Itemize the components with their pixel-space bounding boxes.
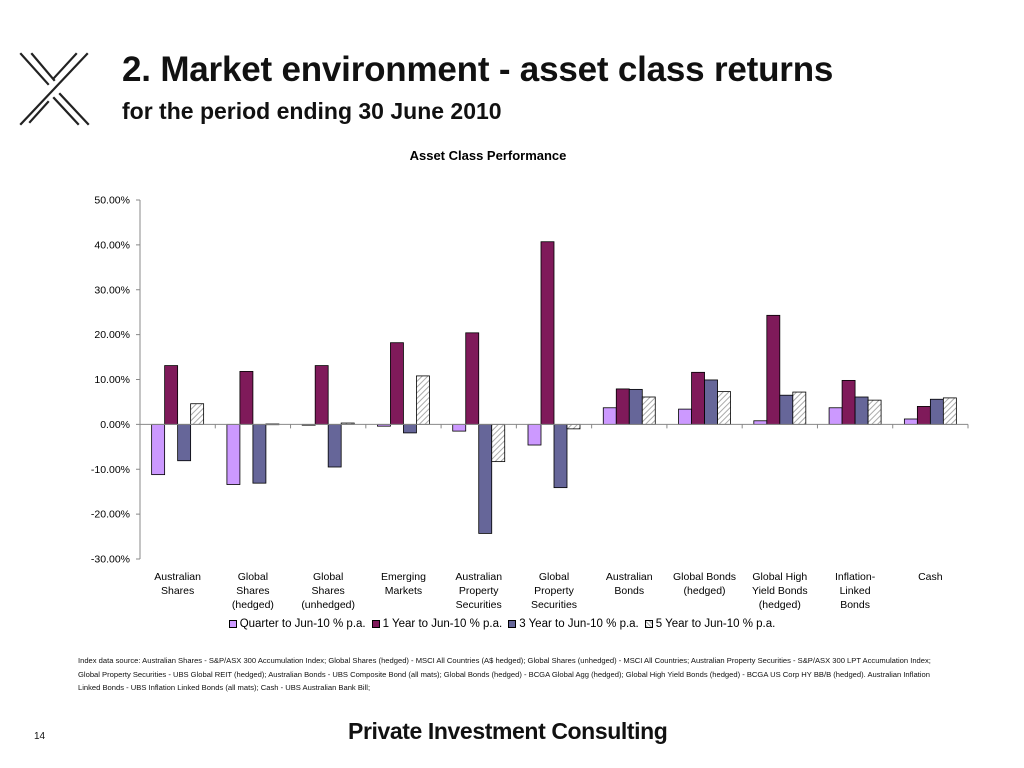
x-tick-label: Australian Shares	[154, 571, 201, 597]
x-tick-label: Emerging Markets	[380, 571, 426, 597]
x-tick-label: Inflation- Linked Bonds	[834, 571, 876, 611]
bar	[478, 423, 493, 534]
x-logo-icon	[19, 52, 90, 126]
x-tick-label: Global Bonds (hedged)	[673, 571, 737, 597]
legend-label: Quarter to Jun-10 % p.a.	[239, 618, 366, 630]
bar	[452, 423, 467, 432]
bar	[766, 314, 781, 425]
x-tick-label: Global Property Securities	[530, 571, 578, 611]
bar	[704, 379, 718, 425]
y-tick-label: -30.00%	[91, 554, 130, 566]
chart-legend: Quarter to Jun-10 % p.a. 1 Year to Jun-10…	[0, 618, 1004, 630]
bar	[314, 365, 329, 425]
legend-label: 3 Year to Jun-10 % p.a.	[519, 618, 639, 630]
bar	[841, 379, 856, 425]
x-tick-label: Global Shares (hedged)	[231, 571, 274, 611]
bar	[226, 423, 241, 485]
bar	[615, 388, 630, 425]
y-tick-label: 0.00%	[100, 419, 130, 431]
legend-swatch	[644, 620, 653, 628]
bar	[929, 398, 944, 425]
bar	[916, 406, 931, 425]
bar	[942, 397, 957, 425]
y-tick-label: -10.00%	[91, 464, 130, 476]
legend-swatch	[228, 620, 237, 628]
y-tick-label: 20.00%	[94, 329, 130, 341]
bar	[390, 342, 404, 425]
bar	[628, 388, 643, 425]
bar	[465, 332, 480, 425]
page-subtitle: for the period ending 30 June 2010	[122, 98, 502, 124]
bar	[239, 371, 254, 425]
bar	[717, 391, 731, 425]
x-tick-label: Cash	[918, 571, 943, 583]
bar	[602, 407, 617, 425]
bar	[867, 399, 882, 425]
bar	[779, 394, 794, 425]
bar	[190, 403, 205, 425]
bar	[691, 371, 705, 425]
bar	[854, 396, 869, 425]
bar	[903, 418, 918, 425]
legend-item: Quarter to Jun-10 % p.a.	[228, 618, 366, 630]
y-tick-label: 10.00%	[94, 374, 130, 386]
bar	[164, 365, 179, 425]
bar	[327, 423, 342, 468]
bar	[678, 408, 692, 425]
bar	[553, 423, 568, 489]
legend-item: 3 Year to Jun-10 % p.a.	[508, 618, 639, 630]
x-tick-label: Global High Yield Bonds (hedged)	[751, 571, 808, 611]
x-tick-label: Australian Bonds	[605, 571, 653, 597]
legend-swatch	[371, 620, 380, 628]
legend-label: 1 Year to Jun-10 % p.a.	[382, 618, 503, 630]
page-number: 14	[34, 731, 46, 742]
legend-swatch	[508, 620, 517, 628]
y-tick-label: 40.00%	[94, 239, 130, 251]
bar	[177, 423, 192, 462]
index-data-source-note: Index data source: Australian Shares - S…	[78, 656, 931, 692]
asset-class-chart: 50.00% 40.00% 30.00% 20.00% 10.00% 0.00% -10.0…	[91, 195, 969, 566]
bar	[527, 423, 542, 446]
bar	[540, 241, 555, 425]
bar	[641, 396, 656, 425]
legend-item: 5 Year to Jun-10 % p.a.	[644, 618, 776, 630]
bar	[416, 375, 430, 425]
bar	[151, 423, 166, 476]
bar	[828, 407, 843, 425]
chart-title: Asset Class Performance	[409, 148, 567, 163]
bar	[403, 423, 417, 434]
y-tick-label: 50.00%	[94, 195, 130, 207]
y-tick-label: -20.00%	[91, 509, 130, 521]
bar	[491, 423, 506, 463]
page-title: 2. Market environment - asset class retu…	[122, 50, 834, 89]
bar	[792, 391, 807, 425]
bar	[566, 423, 581, 430]
x-tick-label: Global Shares (unhedged)	[301, 571, 356, 611]
legend-label: 5 Year to Jun-10 % p.a.	[655, 618, 776, 630]
bar	[753, 420, 768, 425]
y-tick-label: 30.00%	[94, 284, 130, 296]
brand-logo-text: Private Investment Consulting	[348, 718, 668, 744]
bar	[252, 423, 267, 484]
legend-item: 1 Year to Jun-10 % p.a.	[371, 618, 503, 630]
x-tick-label: Australian Property Securities	[455, 571, 503, 611]
